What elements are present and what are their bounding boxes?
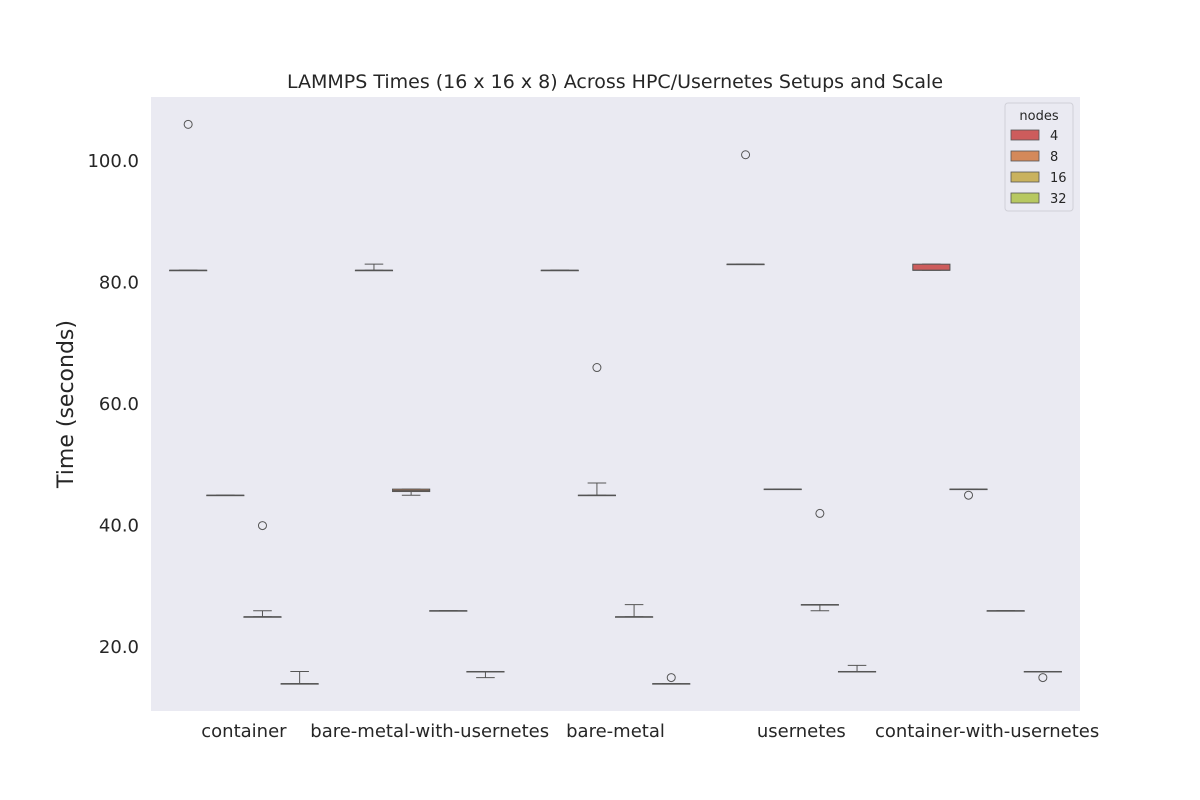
legend-swatch	[1010, 150, 1040, 162]
x-axis-ticks: container bare-metal-with-usernetes bare-m…	[201, 721, 1099, 742]
box-4-nodes	[912, 263, 951, 271]
outlier-point	[815, 508, 825, 518]
box-8-nodes	[577, 363, 617, 497]
y-tick-label: 40.0	[99, 516, 139, 537]
legend-label: 4	[1050, 129, 1058, 144]
y-axis-label: Time (seconds)	[54, 320, 79, 489]
legend-label: 8	[1050, 150, 1058, 165]
y-axis-ticks: 20.0 40.0 60.0 80.0 100.0	[87, 151, 139, 658]
box-8-nodes	[392, 488, 431, 496]
boxes-layer	[169, 119, 1062, 685]
x-tick-label: container-with-usernetes	[875, 721, 1099, 742]
box-4-nodes	[354, 263, 394, 272]
box-8-nodes	[763, 488, 802, 491]
plot-area	[151, 97, 1080, 711]
box-32-nodes	[466, 670, 505, 679]
box-32-nodes	[280, 670, 319, 685]
x-tick-label: bare-metal-with-usernetes	[310, 721, 549, 742]
outlier-point	[592, 363, 602, 373]
outlier-point	[257, 521, 267, 531]
box-32-nodes	[837, 664, 877, 673]
y-tick-label: 100.0	[87, 151, 139, 172]
legend-swatch	[1010, 129, 1040, 141]
legend-swatch	[1010, 171, 1040, 183]
box-16-nodes	[986, 610, 1025, 612]
legend: nodes 4 8 16 32	[1004, 102, 1074, 212]
outlier-point	[964, 490, 974, 500]
box-8-nodes	[949, 488, 988, 500]
box-32-nodes	[1023, 670, 1062, 683]
box-8-nodes	[206, 494, 245, 497]
outlier-point	[1038, 673, 1048, 683]
y-tick-label: 20.0	[99, 637, 139, 658]
legend-label: 16	[1050, 171, 1067, 186]
legend-label: 32	[1050, 192, 1067, 207]
box-16-nodes	[243, 521, 282, 618]
box-4-nodes	[169, 119, 208, 272]
legend-swatch	[1010, 192, 1040, 204]
iqr-box	[912, 263, 951, 271]
y-tick-label: 60.0	[99, 394, 139, 415]
box-16-nodes	[800, 508, 839, 612]
x-tick-label: usernetes	[757, 721, 846, 742]
outlier-point	[666, 673, 676, 683]
outlier-point	[183, 119, 193, 129]
box-16-nodes	[429, 610, 468, 612]
x-tick-label: bare-metal	[566, 721, 665, 742]
chart-title: LAMMPS Times (16 x 16 x 8) Across HPC/Us…	[287, 71, 943, 93]
legend-title: nodes	[1019, 109, 1058, 124]
outlier-point	[741, 150, 751, 160]
box-4-nodes	[540, 269, 579, 272]
y-tick-label: 80.0	[99, 272, 139, 293]
x-tick-label: container	[201, 721, 287, 742]
box-4-nodes	[726, 150, 765, 266]
box-16-nodes	[615, 604, 654, 618]
box-32-nodes	[652, 673, 691, 685]
